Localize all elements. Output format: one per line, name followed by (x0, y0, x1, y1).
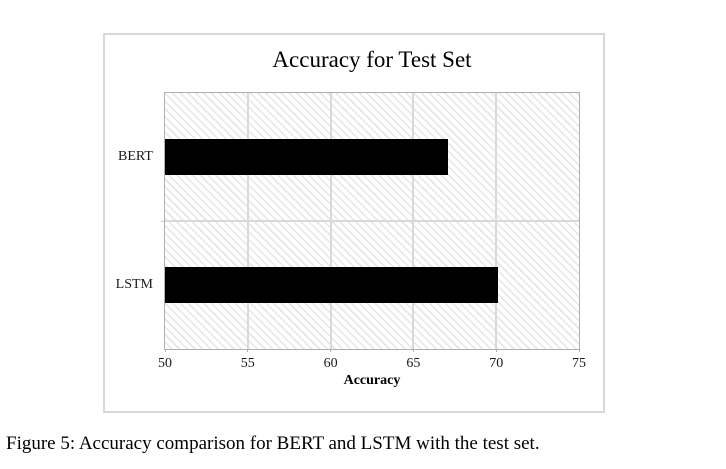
x-axis-tick (578, 349, 580, 352)
plot-area: 50 55 60 65 70 75 BERT LSTM (116, 92, 586, 371)
x-axis-tick (412, 349, 414, 352)
x-tick-label: 55 (240, 356, 255, 371)
x-axis-tick (247, 349, 249, 352)
x-tick-label: 75 (572, 356, 586, 371)
category-label: LSTM (115, 277, 153, 292)
x-tick-label: 65 (406, 356, 421, 371)
x-tick-label: 60 (323, 356, 338, 371)
x-tick-label: 50 (158, 356, 172, 371)
chart-title: Accuracy for Test Set (272, 47, 472, 72)
y-axis-tick (161, 220, 165, 222)
bar-bert (165, 139, 449, 175)
gridline-horizontal (165, 220, 579, 222)
figure-caption: Figure 5: Accuracy comparison for BERT a… (6, 433, 540, 454)
chart-figure-box: Accuracy for Test Set 50 55 60 65 70 75 BERT LS… (103, 33, 605, 413)
x-axis-tick (495, 349, 497, 352)
x-tick-label: 70 (489, 356, 504, 371)
x-axis-tick (330, 349, 332, 352)
x-axis-label: Accuracy (343, 373, 401, 388)
x-axis-tick (164, 349, 166, 352)
category-label: BERT (118, 149, 153, 164)
bar-lstm (165, 267, 498, 303)
